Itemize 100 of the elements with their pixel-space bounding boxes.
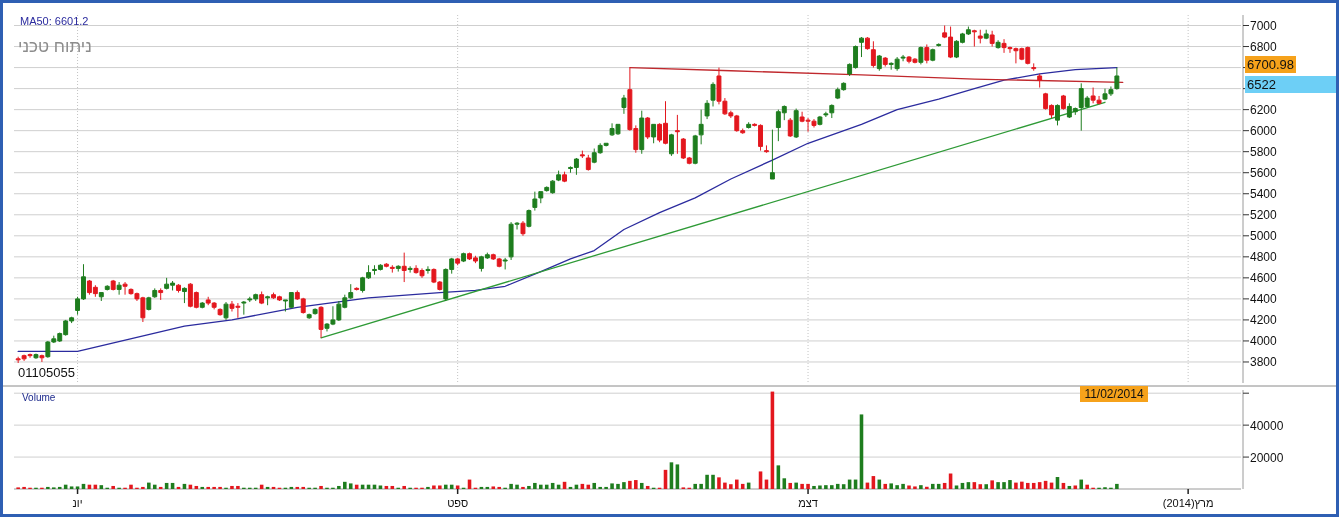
bar	[812, 485, 816, 489]
bar	[830, 485, 834, 489]
bar	[129, 484, 133, 489]
bar	[319, 485, 323, 489]
bar	[984, 484, 988, 489]
y-tick-label: 5200	[1250, 208, 1278, 223]
y-tick-label: 3800	[1250, 355, 1278, 370]
bar	[1115, 483, 1119, 489]
bar	[1014, 482, 1018, 489]
line-series	[629, 66, 1124, 83]
bar	[990, 480, 994, 489]
text: MA50: 6601.2	[20, 15, 89, 27]
y-tick-label: 4600	[1250, 271, 1278, 286]
bar	[1002, 482, 1006, 489]
y-tick-label: 6800	[1250, 40, 1278, 55]
bar	[509, 483, 513, 489]
y-tick-label: 4800	[1250, 250, 1278, 265]
bar	[206, 486, 210, 489]
bar	[717, 477, 721, 489]
y-tick-label: 40000	[1250, 418, 1284, 433]
bar	[343, 481, 347, 489]
bar	[800, 483, 804, 489]
bar	[337, 485, 341, 489]
bar	[152, 484, 157, 489]
bar	[402, 485, 406, 489]
bar	[455, 485, 460, 489]
bar	[147, 482, 151, 489]
bar	[889, 483, 893, 489]
bar	[236, 485, 240, 489]
bar	[69, 486, 74, 489]
bar	[1026, 482, 1030, 489]
bar	[978, 484, 983, 489]
bar	[348, 483, 353, 489]
y-tick-label: 7000	[1250, 19, 1278, 34]
y-tick-label: 5000	[1250, 229, 1278, 244]
bar	[699, 483, 703, 489]
bar	[907, 485, 911, 489]
bar	[57, 486, 62, 489]
text: 6700.98	[1247, 57, 1294, 72]
bar	[723, 482, 727, 489]
bar	[919, 485, 923, 489]
bar	[1085, 484, 1089, 489]
y-tick-label: 6000	[1250, 124, 1278, 139]
x-tick-label: מרץ(2014)	[1162, 497, 1214, 509]
annotation: 11/02/2014	[1084, 387, 1144, 401]
bar	[818, 485, 822, 489]
bar	[443, 484, 448, 489]
bar	[22, 486, 26, 489]
bar	[996, 482, 1000, 489]
bar	[883, 483, 888, 489]
bar	[539, 484, 543, 489]
text: ניתוח טכני	[18, 37, 92, 56]
bar	[930, 483, 935, 489]
bar	[491, 486, 496, 489]
y-tick-label: 5800	[1250, 145, 1278, 160]
bar	[230, 485, 234, 489]
bar	[925, 486, 929, 489]
bar	[141, 486, 145, 489]
bar	[788, 482, 793, 489]
bar	[1073, 485, 1078, 489]
bar	[75, 486, 80, 489]
bar	[521, 486, 525, 489]
bar	[1031, 482, 1036, 489]
y-tick-label: 6200	[1250, 103, 1278, 118]
chart-title: Volume	[22, 392, 56, 403]
bar	[824, 485, 828, 489]
y-tick-label: 20000	[1250, 450, 1284, 465]
y-tick-label: 4000	[1250, 334, 1278, 349]
annotation: 01105055	[18, 365, 75, 380]
bar	[212, 486, 216, 489]
bar	[1020, 481, 1024, 489]
bar	[515, 484, 519, 489]
y-tick-label: 4200	[1250, 313, 1278, 328]
line-series	[17, 66, 1118, 353]
bar	[378, 485, 383, 489]
bar	[913, 486, 917, 489]
bar	[200, 486, 205, 489]
y-tick-label: 4400	[1250, 292, 1278, 307]
bar	[735, 479, 739, 489]
bar	[835, 483, 840, 489]
bar	[1079, 479, 1084, 489]
bar	[901, 483, 905, 489]
bar	[46, 486, 50, 489]
bar	[711, 474, 715, 489]
x-tick-label: יונ	[72, 497, 83, 509]
bar	[218, 486, 222, 489]
bar	[426, 486, 430, 489]
bar	[497, 486, 501, 489]
bar	[794, 482, 798, 489]
bar	[610, 483, 614, 489]
y-tick-label: 5600	[1250, 166, 1278, 181]
text: 6522	[1247, 77, 1276, 92]
bar	[592, 482, 597, 489]
bar	[438, 485, 442, 489]
bar	[693, 483, 697, 489]
bar	[432, 485, 436, 489]
bar	[639, 482, 644, 489]
bar	[1008, 480, 1012, 489]
bar	[604, 486, 608, 489]
bar	[111, 485, 115, 489]
